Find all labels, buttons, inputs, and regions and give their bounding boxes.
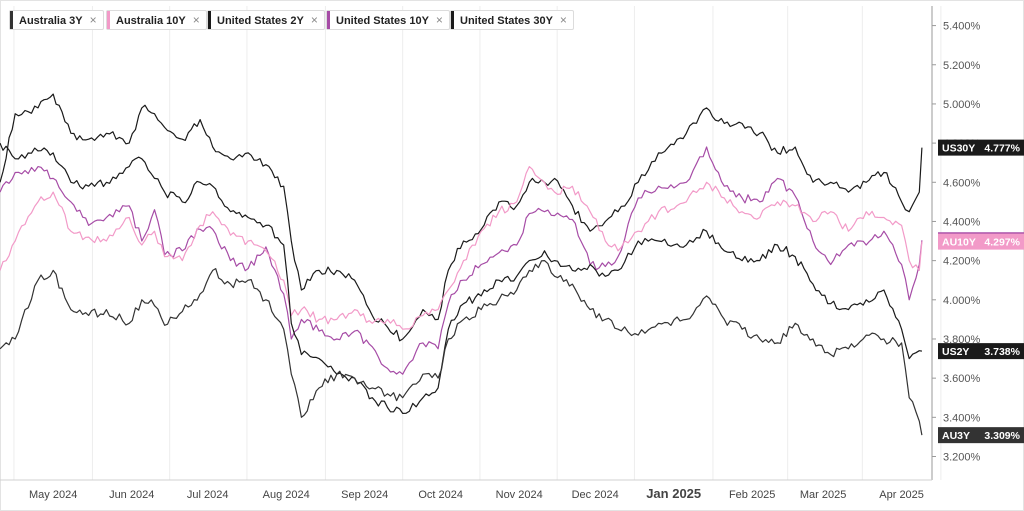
close-icon[interactable]: × [192,13,200,27]
legend-label: Australia 10Y [116,15,186,27]
legend-label: United States 2Y [217,15,304,27]
x-tick-label: Feb 2025 [729,489,775,501]
last-value-label: 4.297% [984,237,1020,249]
x-tick-label: Aug 2024 [263,489,310,501]
legend-item[interactable]: United States 30Y × [450,10,574,30]
x-tick-label: Nov 2024 [496,489,543,501]
legend-item[interactable]: Australia 3Y × [9,10,104,30]
legend-item[interactable]: United States 10Y × [326,10,450,30]
x-tick-label: May 2024 [29,489,77,501]
series-line [0,146,923,375]
legend-swatch [327,11,330,29]
last-value-label: 3.309% [984,430,1020,442]
y-tick-label: 4.600% [943,177,981,189]
y-tick-label: 3.400% [943,412,981,424]
close-icon[interactable]: × [559,13,567,27]
y-tick-label: 3.600% [943,373,981,385]
x-tick-label: Jan 2025 [646,486,701,501]
last-value-series-tag: US2Y [942,346,969,358]
series-line [0,260,923,436]
y-tick-label: 3.200% [943,451,981,463]
y-tick-label: 4.400% [943,216,981,228]
y-tick-label: 5.200% [943,60,981,72]
series-line [0,142,922,414]
last-value-tag [938,233,1024,250]
legend-swatch [451,11,454,29]
legend-item[interactable]: Australia 10Y × [106,10,207,30]
x-tick-label: Jun 2024 [109,489,154,501]
legend-swatch [208,11,211,29]
series-line [0,166,923,330]
y-tick-label: 5.400% [943,21,981,33]
last-value-tag [938,139,1024,156]
close-icon[interactable]: × [89,13,97,27]
y-tick-label: 5.000% [943,99,981,111]
close-icon[interactable]: × [435,13,443,27]
x-tick-label: Dec 2024 [572,489,619,501]
series-line [0,93,923,342]
legend-label: United States 30Y [460,15,553,27]
x-tick-label: Sep 2024 [341,489,388,501]
legend-label: United States 10Y [336,15,429,27]
y-tick-label: 4.200% [943,256,981,268]
y-tick-label: 4.000% [943,295,981,307]
close-icon[interactable]: × [310,13,318,27]
x-tick-label: Apr 2025 [879,489,924,501]
x-tick-label: Mar 2025 [800,489,846,501]
last-value-label: 4.777% [984,143,1020,155]
last-value-tag [938,427,1024,444]
x-tick-label: Oct 2024 [418,489,463,501]
legend-swatch [107,11,110,29]
legend-label: Australia 3Y [19,15,83,27]
last-value-label: 3.738% [984,346,1020,358]
last-value-tag [938,343,1024,360]
legend-swatch [10,11,13,29]
last-value-series-tag: US30Y [942,143,975,155]
legend-item[interactable]: United States 2Y × [207,10,325,30]
last-value-series-tag: AU3Y [942,430,970,442]
x-tick-label: Jul 2024 [187,489,229,501]
last-value-series-tag: AU10Y [942,237,976,249]
y-tick-label: 3.800% [943,334,981,346]
